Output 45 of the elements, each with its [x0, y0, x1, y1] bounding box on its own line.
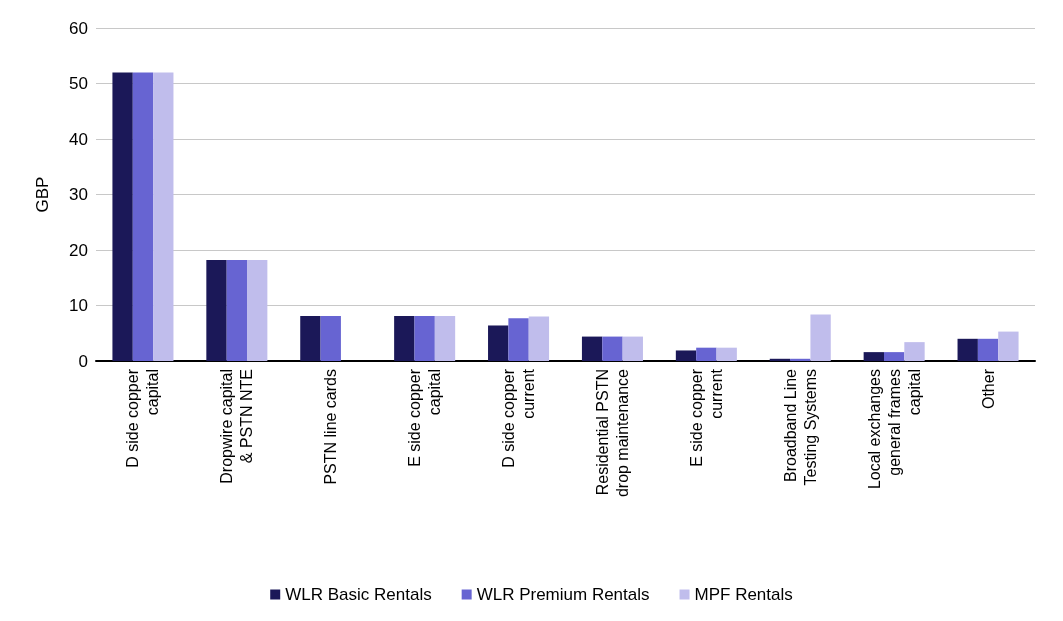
bar — [508, 318, 529, 361]
bar — [206, 259, 227, 361]
bar — [883, 352, 905, 361]
bar — [581, 336, 603, 361]
bar — [863, 352, 884, 361]
bar — [434, 316, 456, 361]
y-tick-label: 0 — [78, 351, 88, 371]
bar — [716, 347, 737, 361]
y-axis-title: GBP — [33, 176, 52, 213]
y-tick-label: 50 — [69, 74, 88, 93]
bar — [622, 336, 643, 361]
bar — [300, 316, 321, 361]
bar — [602, 336, 623, 361]
bar — [528, 316, 550, 361]
bar — [957, 338, 978, 361]
x-tick-label: PSTN line cards — [322, 369, 340, 485]
bar — [247, 259, 268, 361]
bar — [488, 325, 509, 361]
x-tick-label: E side copper current — [687, 368, 725, 467]
y-tick-label: 20 — [69, 240, 88, 260]
bar — [320, 316, 341, 361]
bar — [696, 347, 717, 361]
y-tick-label: 30 — [69, 185, 88, 204]
bar — [112, 72, 133, 361]
bar — [998, 331, 1019, 361]
y-tick-label: 40 — [69, 129, 88, 149]
x-tick-label: Other — [979, 368, 997, 410]
x-tick-label: D side copper capital — [124, 368, 162, 468]
legend-label: MPF Rentals — [694, 585, 793, 604]
bar — [414, 316, 435, 361]
y-tick-label: 60 — [69, 18, 88, 38]
legend-label: WLR Basic Rentals — [285, 585, 432, 604]
x-tick-label: D side copper current — [500, 368, 538, 468]
bar — [226, 259, 248, 361]
y-tick-label: 10 — [69, 296, 88, 315]
bar — [394, 316, 415, 361]
bar — [810, 314, 831, 361]
bar — [675, 350, 697, 361]
bar — [153, 72, 174, 361]
x-tick-label: E side copper capital — [406, 368, 444, 467]
legend-label: WLR Premium Rentals — [476, 585, 650, 604]
x-tick-label: Local exchanges general frames capital — [865, 369, 923, 490]
bar — [977, 338, 999, 361]
bar — [904, 342, 925, 361]
bar — [132, 72, 154, 361]
